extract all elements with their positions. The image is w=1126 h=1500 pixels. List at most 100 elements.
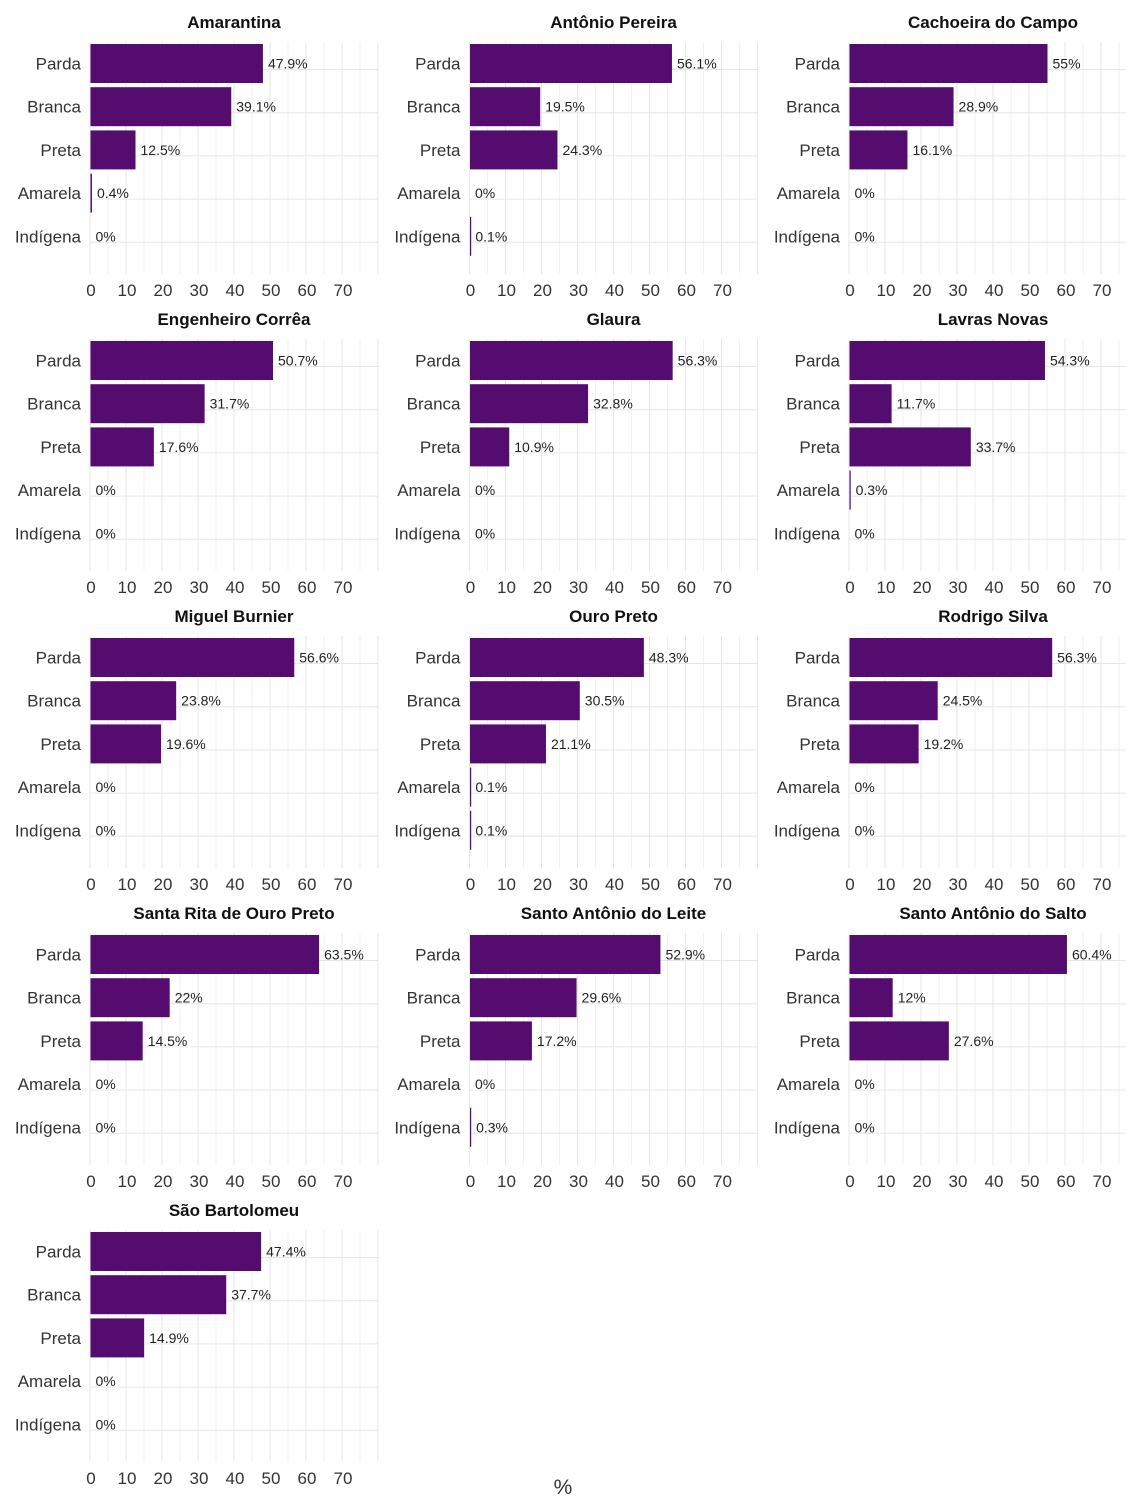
panel-title: Miguel Burnier [174,607,293,626]
x-tick-label: 30 [949,1172,968,1191]
panel-miguel-burnier: Miguel Burnier Parda 56.6% Branca 23.8% Preta… [15,607,379,894]
data-label: 47.4% [266,1244,306,1260]
data-label: 14.9% [149,1330,189,1346]
data-label: 0% [855,822,875,838]
data-label: 0% [96,525,116,541]
x-tick-label: 20 [533,281,552,300]
x-tick-label: 0 [86,281,95,300]
panel-ant-nio-pereira: Antônio Pereira Parda 56.1% Branca 19.5% Pret… [394,13,758,300]
x-tick-label: 60 [677,281,696,300]
category-label: Indígena [15,1415,82,1434]
category-label: Amarela [18,1075,82,1094]
x-tick-label: 0 [86,875,95,894]
data-label: 0% [96,1373,116,1389]
category-label: Branca [27,989,81,1008]
bar [90,384,205,424]
x-tick-label: 50 [262,1469,281,1488]
bar [90,1318,145,1358]
x-tick-label: 60 [677,1172,696,1191]
bar [90,130,136,170]
x-tick-label: 30 [949,578,968,597]
x-tick-label: 0 [845,578,854,597]
data-label: 31.7% [210,396,250,412]
category-label: Indígena [15,821,82,840]
category-label: Preta [420,438,461,457]
x-tick-label: 60 [298,578,317,597]
category-label: Amarela [397,1075,461,1094]
data-label: 0.1% [475,228,507,244]
category-label: Amarela [18,1372,82,1391]
data-label: 32.8% [593,396,633,412]
data-label: 63.5% [324,947,364,963]
panel-title: Santo Antônio do Salto [899,904,1086,923]
category-label: Indígena [774,227,841,246]
panel-lavras-novas: Lavras Novas Parda 54.3% Branca 11.7% Preta 33… [774,310,1126,597]
x-tick-label: 10 [118,1172,137,1191]
category-label: Branca [407,692,461,711]
x-tick-label: 70 [713,875,732,894]
data-label: 0% [96,228,116,244]
panel-santo-ant-nio-do-salto: Santo Antônio do Salto Parda 60.4% Branca 12… [774,904,1126,1191]
category-label: Branca [27,1286,81,1305]
data-label: 0.1% [475,822,507,838]
x-tick-label: 70 [713,281,732,300]
data-label: 27.6% [954,1033,994,1049]
data-label: 47.9% [268,56,308,72]
bar [470,1021,532,1061]
x-tick-label: 40 [605,578,624,597]
bar [90,1275,227,1315]
x-tick-label: 70 [1093,281,1112,300]
category-label: Indígena [394,1118,461,1137]
panel-ouro-preto: Ouro Preto Parda 48.3% Branca 30.5% Preta 21.1… [394,607,758,894]
category-label: Amarela [777,778,841,797]
category-label: Amarela [397,481,461,500]
data-label: 56.6% [299,650,339,666]
data-label: 14.5% [148,1033,188,1049]
data-label: 56.3% [678,353,718,369]
panel-title: Rodrigo Silva [938,607,1048,626]
x-tick-label: 60 [677,875,696,894]
category-label: Branca [27,395,81,414]
x-tick-label: 0 [466,875,475,894]
data-label: 39.1% [236,99,276,115]
data-label: 48.3% [649,650,689,666]
data-label: 17.6% [159,439,199,455]
data-label: 0% [855,228,875,244]
category-label: Parda [36,649,82,668]
category-label: Indígena [15,1118,82,1137]
category-label: Preta [40,1329,81,1348]
bar [470,1107,472,1147]
data-label: 19.6% [166,736,206,752]
category-label: Branca [407,98,461,117]
bar [470,216,472,256]
x-tick-label: 30 [190,1172,209,1191]
bar [470,810,472,850]
x-tick-label: 70 [334,281,353,300]
bar [90,173,92,213]
bar [849,1021,949,1061]
category-label: Preta [420,141,461,160]
data-label: 0% [855,525,875,541]
x-tick-label: 30 [190,1469,209,1488]
bar [90,427,154,467]
category-label: Indígena [15,524,82,543]
category-label: Parda [795,352,841,371]
data-label: 56.3% [1057,650,1097,666]
category-label: Preta [40,1032,81,1051]
category-label: Indígena [394,227,461,246]
bar [90,341,274,380]
x-tick-label: 10 [118,281,137,300]
bar [849,681,938,721]
x-tick-label: 50 [641,1172,660,1191]
category-label: Branca [786,395,840,414]
bar [849,470,851,510]
panel-title: Glaura [587,310,641,329]
category-label: Parda [415,649,461,668]
bar [849,427,971,467]
x-axis-title: % [553,1476,573,1499]
x-tick-label: 50 [262,875,281,894]
x-tick-label: 40 [985,1172,1004,1191]
x-tick-label: 70 [1093,578,1112,597]
bar [470,681,580,721]
x-tick-label: 50 [262,281,281,300]
